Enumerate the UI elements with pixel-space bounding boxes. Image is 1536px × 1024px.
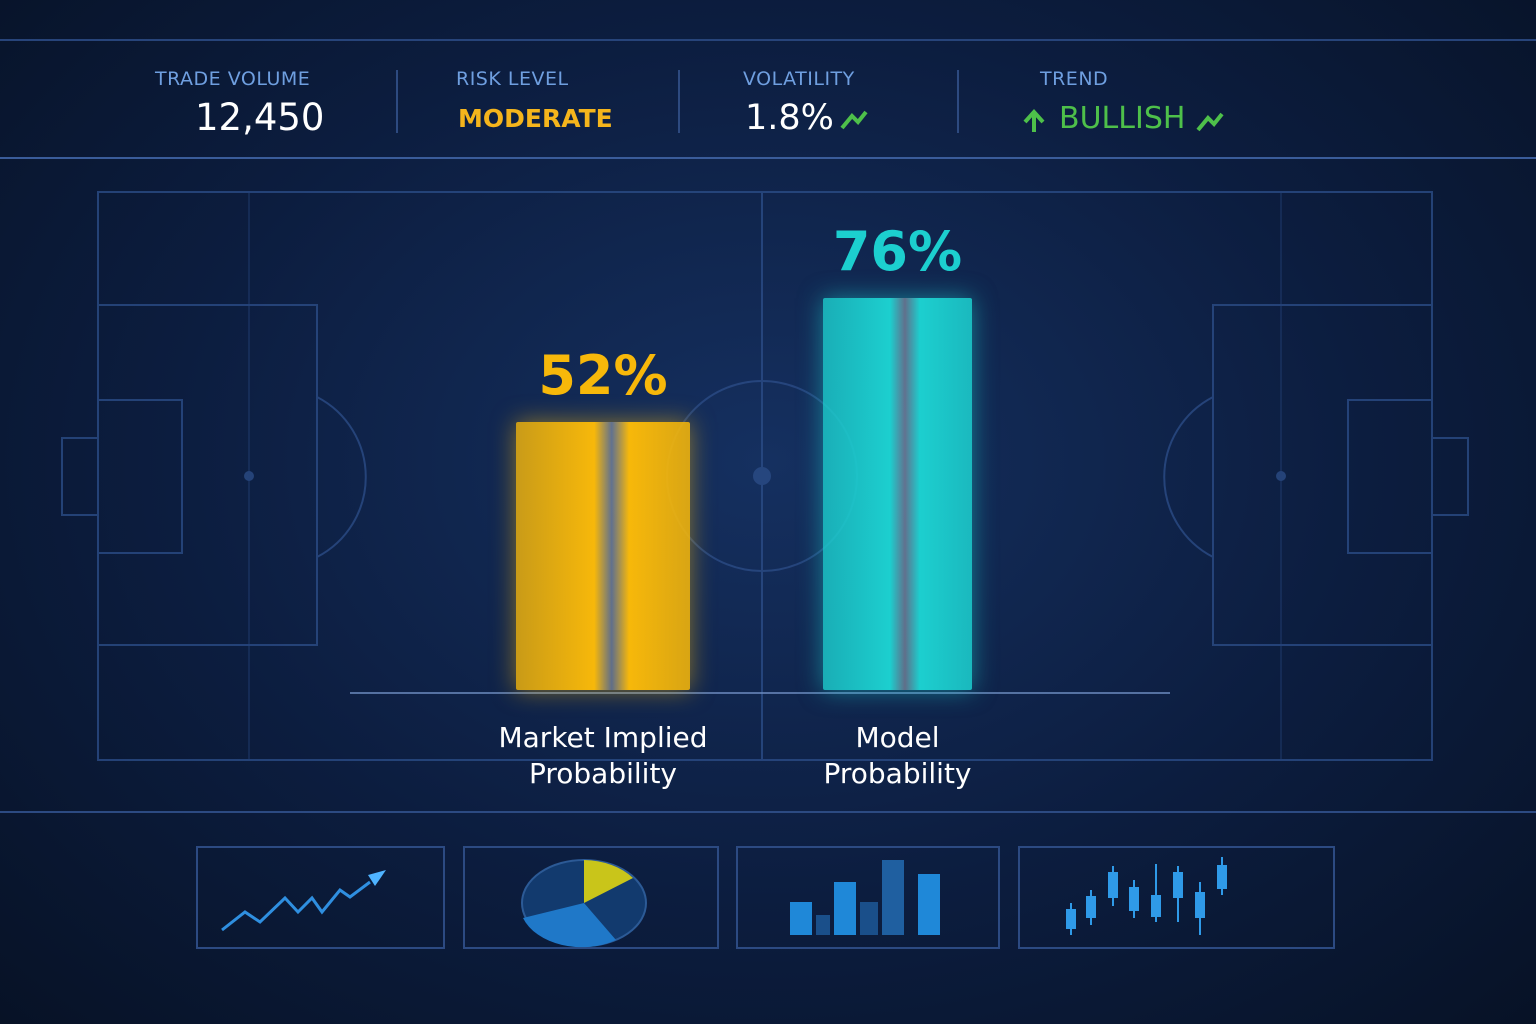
metric-label: TREND xyxy=(1040,68,1109,90)
category-label: Model Probability xyxy=(823,721,972,790)
metric-value: BULLISH xyxy=(1059,101,1186,136)
value-label: 52% xyxy=(538,343,668,407)
metric-value: 1.8% xyxy=(745,98,834,138)
category-label: Market Implied Probability xyxy=(498,721,708,790)
metric-value: 12,450 xyxy=(195,96,325,139)
bar xyxy=(516,421,690,690)
metric-label: TRADE VOLUME xyxy=(155,68,311,90)
metric-label: VOLATILITY xyxy=(743,68,855,90)
metric-label: RISK LEVEL xyxy=(456,68,569,90)
metric-value: MODERATE xyxy=(458,104,613,133)
value-label: 76% xyxy=(832,220,963,283)
bar xyxy=(823,298,972,690)
